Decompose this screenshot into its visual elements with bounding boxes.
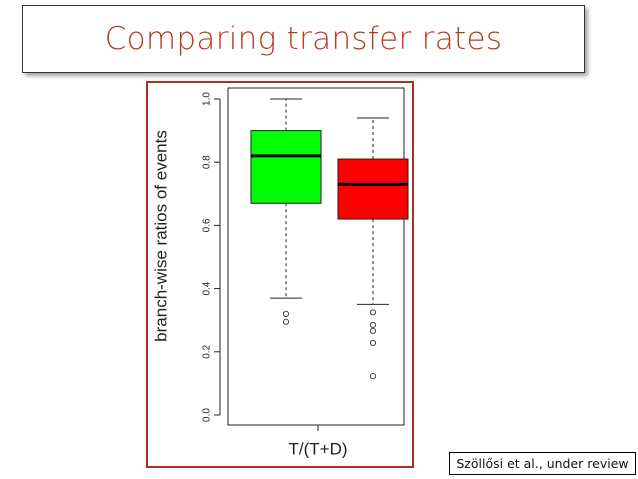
title-box: Comparing transfer rates: [22, 5, 585, 73]
box: [337, 158, 409, 220]
outlier: [369, 309, 377, 316]
slide-title: Comparing transfer rates: [104, 21, 503, 57]
chart-frame: [146, 81, 414, 468]
x-axis-label: T/(T+D): [288, 439, 347, 458]
y-tick-label: 1.0: [202, 92, 213, 106]
y-axis-label: branch-wise ratios of events: [151, 130, 170, 342]
y-tick-label: 0.6: [202, 218, 213, 232]
box: [250, 130, 322, 204]
y-tick-label: 0.2: [202, 344, 213, 358]
outlier: [369, 339, 377, 347]
y-tick-label: 0.4: [202, 281, 213, 295]
outlier: [369, 321, 377, 329]
outlier: [282, 318, 290, 325]
plot-frame: [227, 87, 405, 426]
y-tick-label: 0.0: [202, 408, 213, 422]
outlier: [369, 327, 377, 335]
y-tick-label: 0.8: [202, 155, 213, 169]
citation: Szöllősi et al., under review: [449, 452, 636, 475]
outlier: [282, 310, 290, 317]
outlier: [369, 373, 377, 380]
